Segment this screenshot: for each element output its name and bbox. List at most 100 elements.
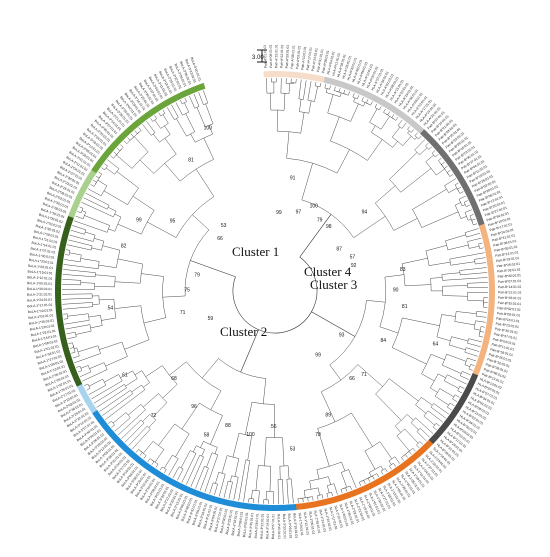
tip-label: BoLA-1*08:01:01 [33, 339, 59, 349]
tree-branch [452, 398, 458, 402]
tree-branch [454, 205, 462, 219]
group-color-segment [193, 84, 201, 93]
tree-branch [192, 214, 210, 231]
tip-label: BoLA-3*21:01:01 [259, 513, 264, 538]
tree-branch [95, 175, 100, 179]
tip-label: BoLA-3*04:01:01 [208, 505, 218, 530]
tree-branch [74, 347, 77, 349]
tree-branch [363, 102, 366, 107]
tip-label: BoLA-3*40:01:01 [277, 514, 281, 539]
bootstrap-value: 87 [336, 246, 342, 252]
tip-label: SLA-1*03:01:01 [339, 504, 350, 528]
tree-branch [402, 317, 440, 327]
bootstrap-value: 90 [393, 288, 399, 294]
bootstrap-value: 78 [315, 432, 321, 438]
tree-branch [104, 163, 108, 167]
group-color-segment [199, 492, 207, 500]
tree-branch [425, 245, 447, 252]
tree-branch [282, 479, 284, 504]
tree-branch [214, 447, 218, 454]
tree-branch [131, 151, 149, 169]
tip-label: Patr-A*01:01:01 [263, 44, 268, 68]
tree-branch [407, 130, 410, 134]
group-color-segment [55, 271, 62, 277]
bootstrap-value: 100 [204, 126, 213, 132]
group-color-segment [219, 498, 227, 506]
tree-branch [380, 465, 384, 470]
tip-label: BoLA-3*26:01:01 [287, 513, 293, 538]
group-color-segment [56, 316, 64, 323]
tree-branch [210, 415, 223, 445]
bootstrap-value: 68 [171, 376, 177, 382]
bootstrap-value: 93 [339, 332, 345, 338]
tree-branch [317, 487, 320, 496]
tree-branch [143, 393, 159, 408]
group-color-segment [485, 253, 493, 261]
tree-branch [369, 108, 378, 123]
tree-branch [366, 300, 386, 303]
tree-branch [442, 285, 468, 287]
tree-branch [95, 274, 116, 277]
tip-label: BoLA-3*35:01:01 [248, 512, 255, 538]
tip-label: Patr-A*10:01:01 [300, 46, 307, 70]
tree-branch [412, 209, 422, 228]
group-color-segment [190, 488, 198, 497]
group-color-segment [140, 113, 148, 122]
tree-branch [324, 87, 330, 90]
tree-branch [444, 178, 457, 186]
tree-branch [385, 468, 388, 473]
tree-branch [145, 365, 163, 377]
cluster-1-label: Cluster 1 [232, 244, 279, 259]
tree-branch [412, 448, 416, 452]
tree-branch [392, 141, 398, 148]
tree-branch [371, 132, 393, 148]
tree-branch [63, 269, 96, 273]
tip-label: Patr-B*19:01:01 [496, 256, 520, 263]
tree-branch [245, 459, 250, 461]
group-color-segment [347, 84, 355, 92]
tip-label: SLA-1*19:01:01 [298, 512, 305, 536]
tree-branch [430, 353, 445, 360]
tip-label: Patr-A*22:01:01 [280, 44, 285, 68]
scale-bar: 3.00 [252, 49, 267, 63]
group-color-segment [114, 437, 123, 446]
group-color-segment [125, 448, 134, 457]
bootstrap-value: 100 [310, 204, 319, 210]
group-color-segment [412, 122, 421, 131]
tree-branch [311, 311, 356, 337]
tree-branch [164, 469, 167, 474]
tree-branch [454, 321, 475, 326]
tree-branch [457, 390, 463, 394]
tree-branch [98, 264, 117, 268]
tree-branch [82, 212, 86, 219]
group-color-segment [117, 134, 126, 143]
tip-label: Patr-B*33:01:01 [497, 267, 521, 273]
tip-label: BoLA-1*01:01:01 [34, 344, 59, 354]
group-color-segment [482, 238, 490, 246]
group-color-segment [268, 71, 275, 78]
tip-label: SLA-1*12:01:01 [303, 512, 310, 536]
group-color-segment [61, 341, 69, 348]
group-color-segment [482, 339, 490, 347]
group-color-segment [300, 502, 307, 510]
tree-branch [286, 479, 289, 504]
tree-branch [152, 441, 165, 450]
tree-branch [116, 171, 139, 189]
tree-branch [174, 117, 179, 120]
group-color-segment [487, 269, 495, 276]
group-color-segment [68, 210, 76, 219]
group-color-segment [55, 286, 62, 292]
bootstrap-value: 61 [122, 373, 128, 379]
tree-branch [221, 455, 228, 474]
tree-branches [62, 77, 489, 504]
tree-branch [102, 393, 133, 416]
tree-branch [478, 243, 480, 249]
bootstrap-value: 82 [121, 243, 127, 249]
group-color-segment [475, 214, 483, 222]
tree-branch [350, 103, 359, 122]
tree-branch [79, 371, 91, 377]
group-color-segment [72, 374, 81, 382]
tree-branch [177, 468, 184, 481]
tree-branch [143, 382, 150, 388]
tree-branch [128, 404, 141, 416]
